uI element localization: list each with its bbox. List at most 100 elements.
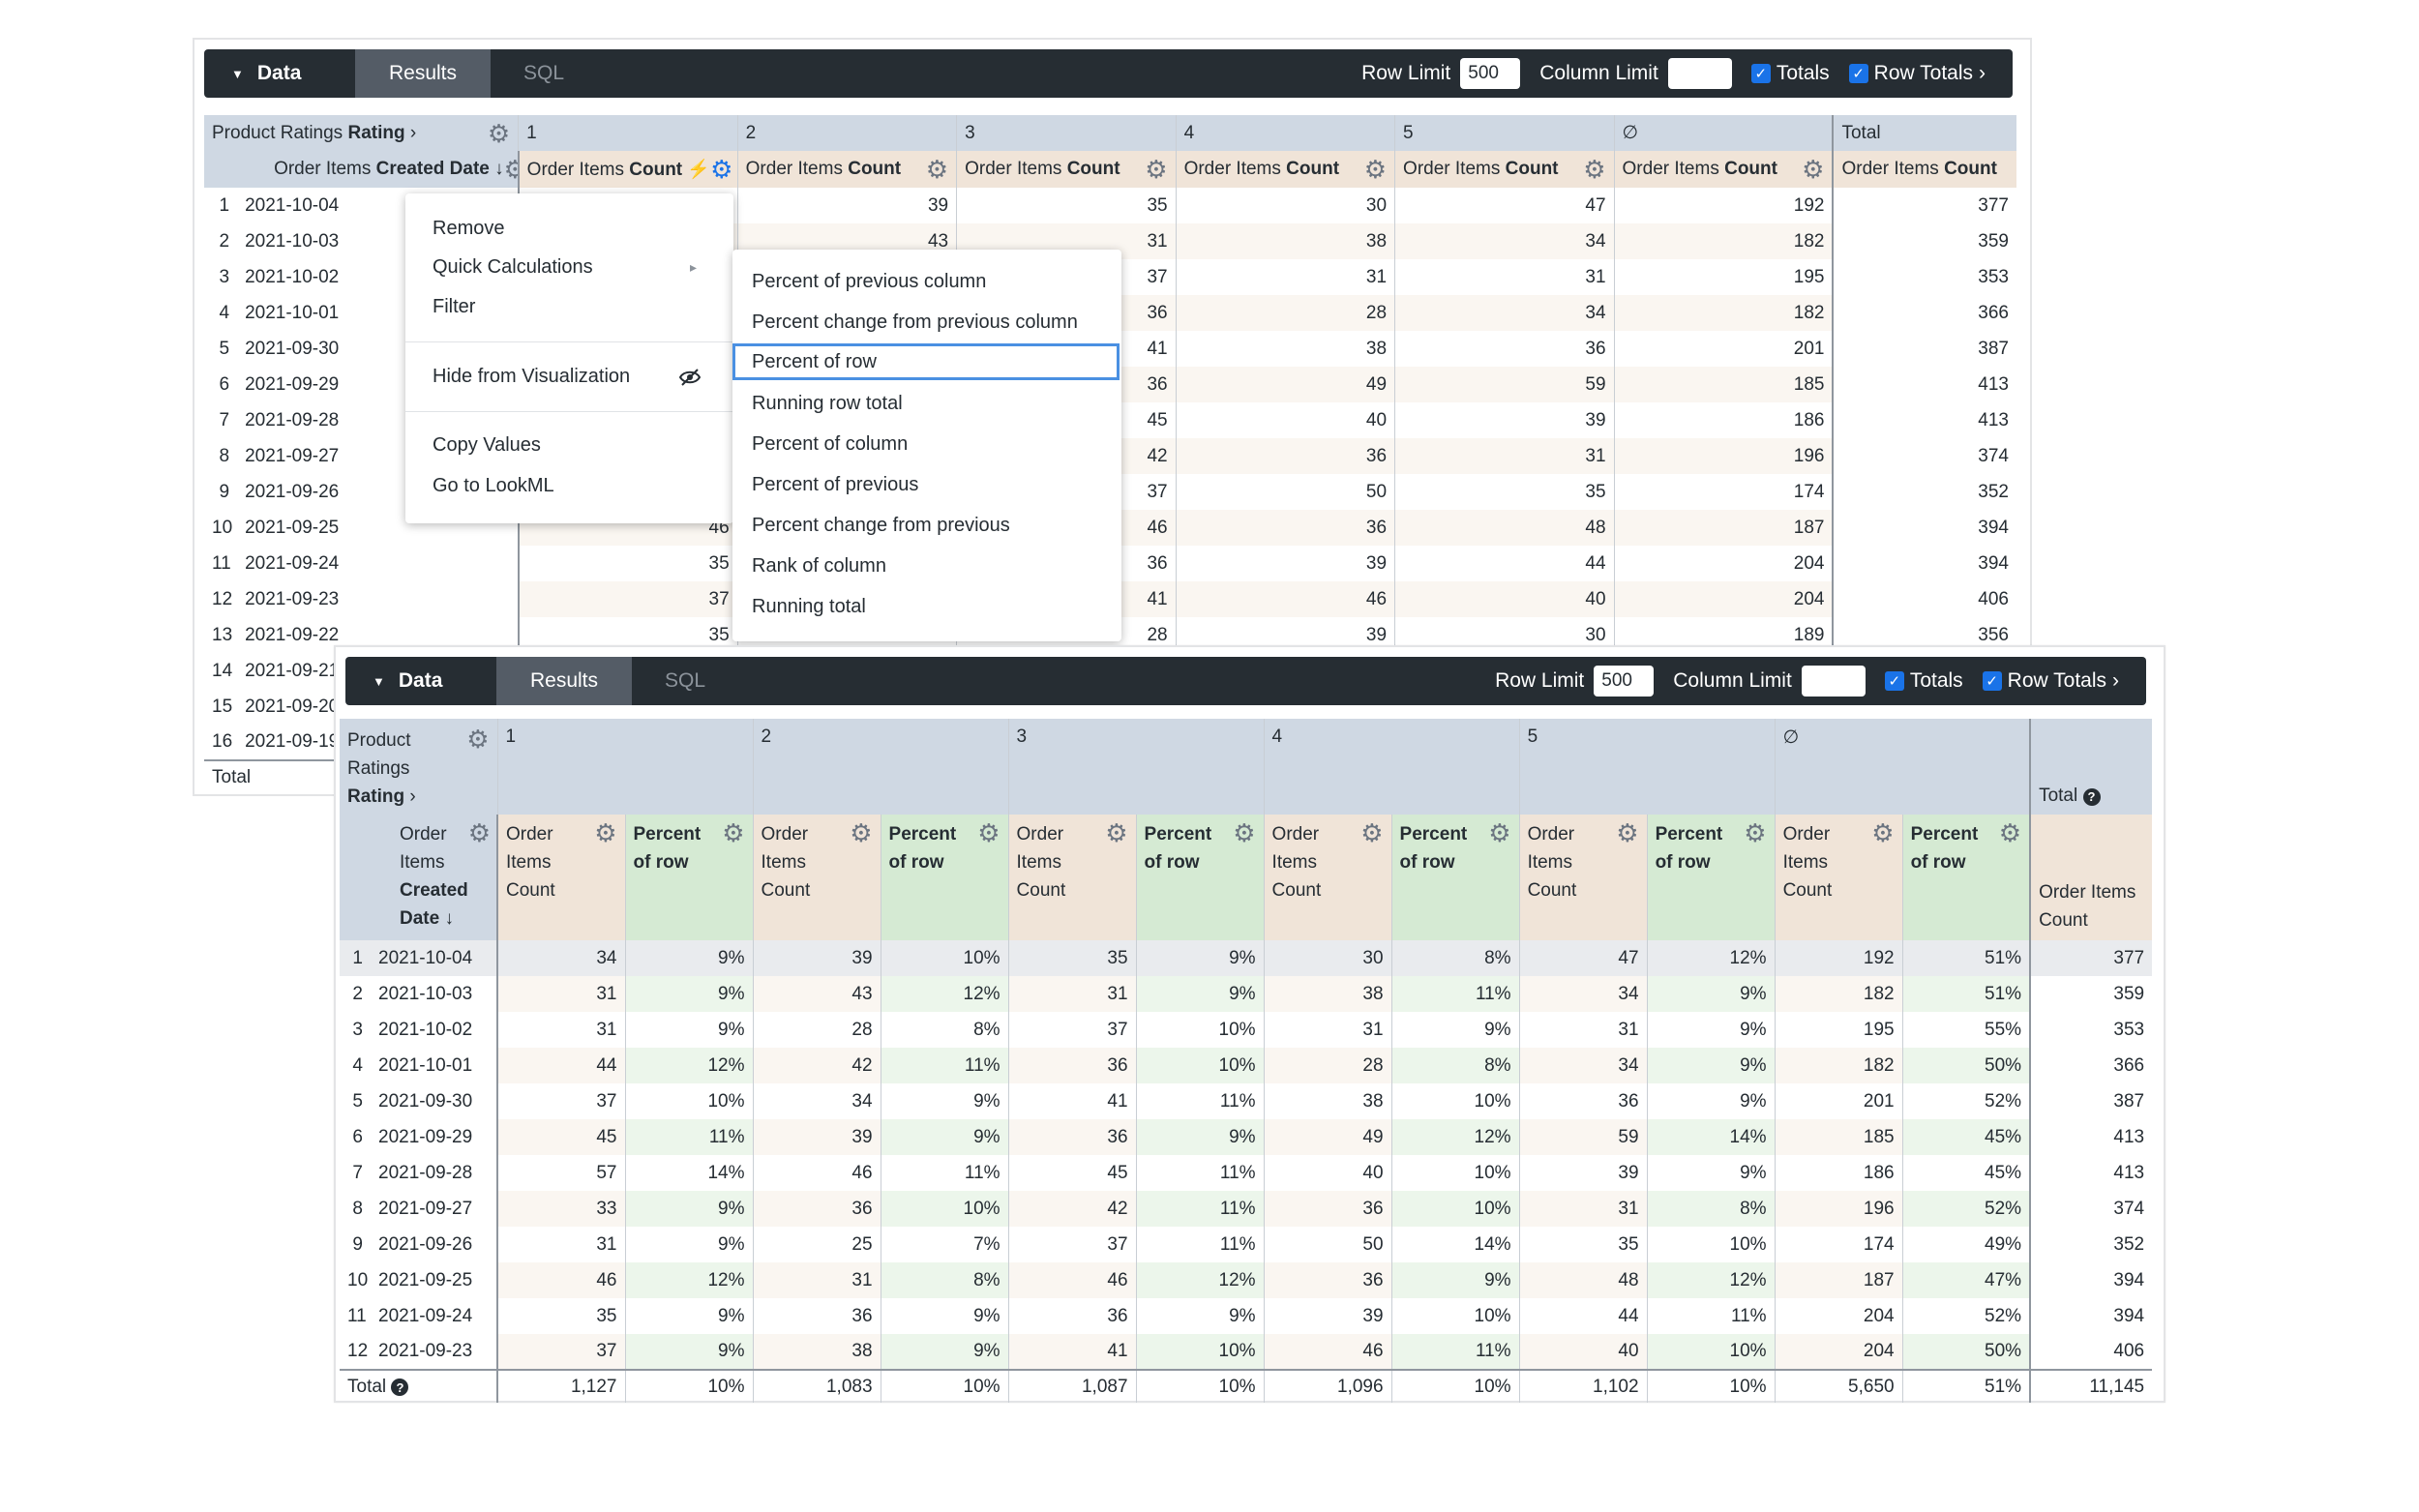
measure-header[interactable]: Order Items Count ⚙ [1263, 815, 1392, 940]
percent-of-row-header[interactable]: Percent of row ⚙ [1646, 815, 1776, 940]
row-total-cell: 352 [2029, 1227, 2153, 1262]
date-cell: 2021-09-20 [245, 696, 340, 717]
gear-icon[interactable]: ⚙ [722, 818, 745, 847]
gear-icon[interactable]: ⚙ [977, 818, 1000, 847]
value-cell: 195 [1774, 1012, 1903, 1048]
data-section-toggle[interactable]: ▼ Data [345, 657, 496, 705]
gear-icon[interactable]: ⚙ [1802, 155, 1825, 184]
menu-item-running-row-total[interactable]: Running row total [752, 392, 903, 414]
percent-cell: 9% [1135, 940, 1265, 976]
row-limit-input[interactable]: 500 [1460, 58, 1521, 89]
gear-icon[interactable]: ⚙ [1616, 818, 1639, 847]
table-row: 5 2021-09-30 37 10% 34 9% 41 11% 38 10% 36 9% 201 52%… [340, 1083, 2153, 1119]
gear-icon[interactable]: ⚙ [504, 157, 519, 182]
tab-sql[interactable]: SQL [491, 49, 597, 98]
menu-item-quick-calculations[interactable]: Quick Calculations [433, 251, 733, 283]
measure-header[interactable]: Order Items Count ⚙ [496, 815, 625, 940]
tab-sql[interactable]: SQL [632, 657, 738, 705]
dimension-header[interactable]: Order Items Created Date ↓ ⚙ [237, 151, 519, 188]
measure-header-active[interactable]: Order Items Count ⚡ ⚙ [517, 151, 738, 188]
menu-item-go-to-lookml[interactable]: Go to LookML [433, 474, 554, 496]
menu-item-remove[interactable]: Remove [433, 217, 505, 239]
percent-of-row-header[interactable]: Percent of row ⚙ [1135, 815, 1265, 940]
gear-icon[interactable]: ⚙ [925, 155, 949, 184]
help-icon[interactable]: ? [391, 1379, 409, 1396]
percent-of-row-header[interactable]: Percent of row ⚙ [1390, 815, 1520, 940]
row-number: 5 [352, 1090, 363, 1112]
row-totals-checkbox[interactable]: ✓ Row Totals › [1848, 62, 1986, 85]
menu-item-percent-change-from-previous[interactable]: Percent change from previous [752, 514, 1010, 536]
menu-item-percent-of-column[interactable]: Percent of column [752, 432, 909, 455]
gear-icon[interactable]: ⚙ [594, 818, 617, 847]
percent-cell: 50% [1901, 1334, 2031, 1370]
tab-results[interactable]: Results [496, 657, 632, 705]
row-limit-input[interactable]: 500 [1594, 666, 1655, 697]
measure-header[interactable]: Order Items Count ⚙ [1007, 815, 1137, 940]
measure-header[interactable]: Order Items Count ⚙ [1175, 151, 1395, 188]
menu-item-rank-of-column[interactable]: Rank of column [752, 554, 886, 577]
value-cell: 45 [1007, 1155, 1137, 1191]
percent-of-row-header[interactable]: Percent of row ⚙ [880, 815, 1009, 940]
percent-cell: 9% [880, 1334, 1009, 1370]
tab-results[interactable]: Results [355, 49, 491, 98]
percent-cell: 9% [624, 1191, 754, 1227]
gear-icon[interactable]: ⚙ [467, 818, 492, 847]
total-measure-label: Count [2039, 910, 2088, 931]
row-number: 12 [212, 588, 233, 609]
totals-checkbox[interactable]: ✓ Totals [1884, 669, 1963, 693]
gear-icon[interactable]: ⚙ [1145, 155, 1168, 184]
measure-header[interactable]: Order Items Count ⚙ [736, 151, 957, 188]
measure-header[interactable]: Order Items Count ⚙ [752, 815, 881, 940]
value-cell: 31 [496, 976, 625, 1012]
row-totals-checkbox[interactable]: ✓ Row Totals › [1982, 669, 2119, 693]
help-icon[interactable]: ? [2082, 787, 2101, 806]
table-row: 10 2021-09-25 46 12% 31 8% 46 12% 36 9% 48 12% 187 47… [340, 1262, 2153, 1298]
percent-of-row-header[interactable]: Percent of row ⚙ [1901, 815, 2031, 940]
column-limit-input[interactable] [1801, 666, 1866, 697]
gear-icon[interactable]: ⚙ [1105, 818, 1128, 847]
row-total-cell: 413 [1832, 402, 2016, 438]
menu-item-filter[interactable]: Filter [433, 295, 476, 317]
total-row-label: Total ? [340, 1369, 497, 1403]
gear-icon[interactable]: ⚙ [1363, 155, 1388, 184]
percent-cell: 10% [1646, 1227, 1776, 1262]
gear-icon[interactable]: ⚙ [466, 725, 490, 754]
gear-icon[interactable]: ⚙ [850, 818, 873, 847]
value-cell: 34 [1394, 223, 1615, 259]
menu-item-hide-from-visualization[interactable]: Hide from Visualization [433, 360, 706, 393]
measure-header[interactable]: Order Items Count ⚙ [956, 151, 1177, 188]
value-cell: 182 [1613, 223, 1834, 259]
measure-header[interactable]: Order Items Count ⚙ [1613, 151, 1834, 188]
percent-of-row-header[interactable]: Percent of row ⚙ [624, 815, 754, 940]
gear-icon[interactable]: ⚙ [1744, 818, 1767, 847]
value-cell: 31 [496, 1227, 625, 1262]
gear-icon[interactable]: ⚙ [487, 118, 511, 148]
value-cell: 186 [1613, 402, 1834, 438]
menu-item-percent-of-previous-column[interactable]: Percent of previous column [752, 270, 987, 292]
menu-item-percent-of-previous[interactable]: Percent of previous [752, 473, 919, 495]
data-section-toggle[interactable]: ▼ Data [204, 49, 355, 98]
gear-icon[interactable]: ⚙ [1583, 155, 1606, 184]
menu-item-percent-change-from-previous-column[interactable]: Percent change from previous column [752, 311, 1078, 333]
gear-icon[interactable]: ⚙ [710, 155, 733, 184]
measure-header[interactable]: Order Items Count ⚙ [1394, 151, 1615, 188]
menu-divider [405, 411, 733, 412]
measure-header[interactable]: Order Items Count ⚙ [1774, 815, 1903, 940]
menu-item-percent-of-row[interactable]: Percent of row [732, 343, 1120, 380]
total-header: Total ? [2029, 719, 2153, 815]
percent-cell: 10% [1390, 1191, 1520, 1227]
measure-label-line: Order [1782, 824, 1831, 845]
column-limit-input[interactable] [1667, 58, 1732, 89]
gear-icon[interactable]: ⚙ [1998, 818, 2022, 847]
measure-label: Order Items [1403, 159, 1501, 179]
totals-checkbox[interactable]: ✓ Totals [1750, 62, 1830, 85]
gear-icon[interactable]: ⚙ [1488, 818, 1511, 847]
row-number: 6 [352, 1126, 363, 1147]
gear-icon[interactable]: ⚙ [1871, 818, 1895, 847]
measure-header[interactable]: Order Items Count ⚙ [1518, 815, 1648, 940]
gear-icon[interactable]: ⚙ [1360, 818, 1384, 847]
dimension-header[interactable]: Order Items Created Date ↓ ⚙ [371, 815, 497, 940]
gear-icon[interactable]: ⚙ [1233, 818, 1256, 847]
menu-item-copy-values[interactable]: Copy Values [433, 433, 541, 456]
menu-item-running-total[interactable]: Running total [752, 595, 866, 617]
